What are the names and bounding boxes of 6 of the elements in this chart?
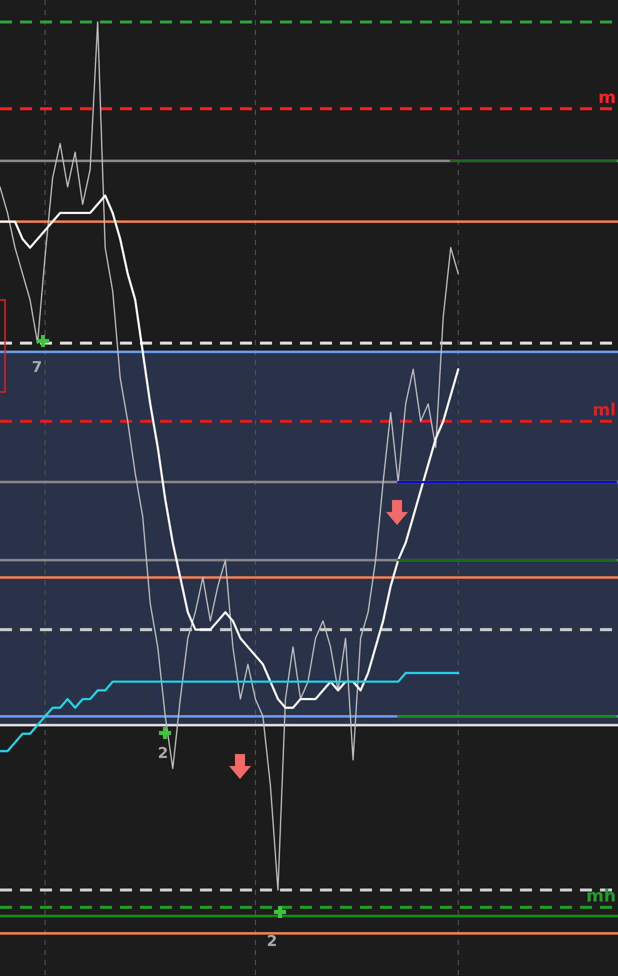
ref-line-label: mh (586, 886, 616, 906)
ref-line-label: m (598, 88, 616, 108)
annotation: 7 (32, 358, 42, 376)
text: 2 (266, 932, 278, 950)
annotation: 2 (158, 744, 168, 762)
ref-line-label: ml (592, 400, 616, 420)
